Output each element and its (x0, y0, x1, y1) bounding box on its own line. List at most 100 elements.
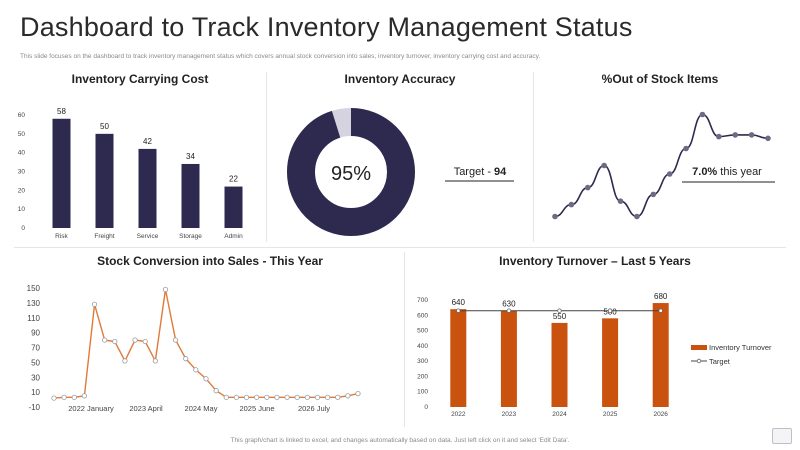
donut-center-label: 95% (331, 163, 371, 185)
footer-note: This graph/chart is linked to excel, and… (230, 437, 570, 444)
data-point (324, 394, 331, 400)
callout-text: this year (717, 166, 762, 178)
bar (95, 133, 114, 228)
legend-label: Target (709, 357, 731, 366)
x-tick-label: 2025 (603, 411, 618, 418)
data-point (122, 358, 128, 364)
data-label: 34 (186, 152, 195, 161)
data-point (213, 388, 219, 394)
legend-label: Inventory Turnover (709, 343, 772, 352)
target-point (607, 308, 613, 313)
bar (224, 186, 243, 228)
data-point (51, 395, 57, 401)
data-point (699, 111, 706, 118)
x-tick-label: Freight (94, 233, 114, 240)
data-point (355, 391, 361, 397)
y-tick-label: 600 (417, 312, 428, 319)
accuracy-title: Inventory Accuracy (344, 72, 456, 86)
data-label: 640 (452, 298, 466, 307)
y-tick-label: -10 (28, 403, 40, 412)
donut-slice (287, 108, 415, 236)
data-point (666, 171, 673, 177)
x-tick-label: 2024 (552, 411, 567, 418)
data-point (132, 337, 138, 343)
target-value: 94 (494, 166, 507, 178)
y-tick-label: 0 (424, 404, 428, 411)
target-point (658, 308, 663, 313)
bar (652, 303, 669, 407)
slide-nav-icon[interactable] (772, 428, 792, 444)
x-tick-label: Storage (179, 233, 202, 240)
y-tick-label: 700 (417, 297, 428, 304)
data-point (584, 184, 591, 191)
data-point (617, 198, 624, 204)
data-point (233, 394, 239, 400)
data-point (243, 394, 250, 400)
turnover-title: Inventory Turnover – Last 5 Years (499, 254, 691, 268)
data-point (91, 301, 98, 307)
y-tick-label: 60 (18, 112, 26, 119)
data-point (142, 338, 148, 345)
x-tick-label: 2025 June (239, 404, 274, 413)
data-label: 22 (229, 175, 238, 184)
y-tick-label: 50 (18, 131, 26, 138)
data-label: 58 (57, 107, 66, 116)
legend-swatch-bar (691, 345, 707, 350)
data-point (568, 201, 575, 208)
data-point (314, 394, 321, 400)
page-subtitle: This slide focuses on the dashboard to t… (20, 53, 541, 60)
y-tick-label: 70 (31, 344, 40, 353)
data-point (650, 191, 657, 198)
x-tick-label: 2024 May (185, 404, 218, 413)
data-point (274, 394, 280, 400)
data-label: 630 (502, 300, 516, 309)
data-point (112, 338, 118, 345)
data-point (61, 394, 67, 400)
stock-conversion-title: Stock Conversion into Sales - This Year (97, 254, 323, 268)
vertical-divider-1 (266, 72, 267, 242)
data-point (732, 132, 739, 138)
page-title: Dashboard to Track Inventory Management … (20, 12, 633, 42)
bar (602, 318, 619, 407)
x-tick-label: 2026 (653, 411, 668, 418)
data-point (683, 145, 689, 152)
data-point (264, 394, 270, 400)
data-point (748, 132, 755, 138)
data-point (162, 286, 169, 293)
data-point (345, 393, 351, 399)
data-point (601, 162, 607, 169)
target-point (557, 308, 562, 313)
y-tick-label: 300 (417, 358, 428, 365)
x-tick-label: Risk (55, 233, 68, 240)
target-point (506, 308, 512, 313)
y-tick-label: 30 (31, 373, 40, 382)
y-tick-label: 0 (21, 225, 25, 232)
data-point (102, 337, 108, 343)
data-label: 680 (654, 292, 668, 301)
data-point (552, 213, 558, 220)
vertical-divider-3 (404, 252, 405, 427)
bar (52, 118, 71, 228)
data-point (152, 358, 158, 364)
y-tick-label: 30 (18, 169, 26, 176)
data-label: 42 (143, 137, 152, 146)
data-point (335, 394, 341, 400)
bar (450, 309, 467, 407)
data-point (203, 376, 209, 382)
data-point (173, 337, 179, 343)
y-tick-label: 150 (27, 284, 41, 293)
y-tick-label: 50 (31, 358, 40, 367)
y-tick-label: 90 (31, 329, 40, 338)
callout-value: 7.0% (692, 166, 717, 178)
x-tick-label: 2023 April (129, 404, 163, 413)
out-of-stock-title: %Out of Stock Items (601, 72, 719, 86)
data-point (223, 394, 229, 400)
horizontal-divider (14, 247, 786, 248)
y-tick-label: 200 (417, 373, 428, 380)
carrying-cost-title: Inventory Carrying Cost (71, 72, 209, 86)
